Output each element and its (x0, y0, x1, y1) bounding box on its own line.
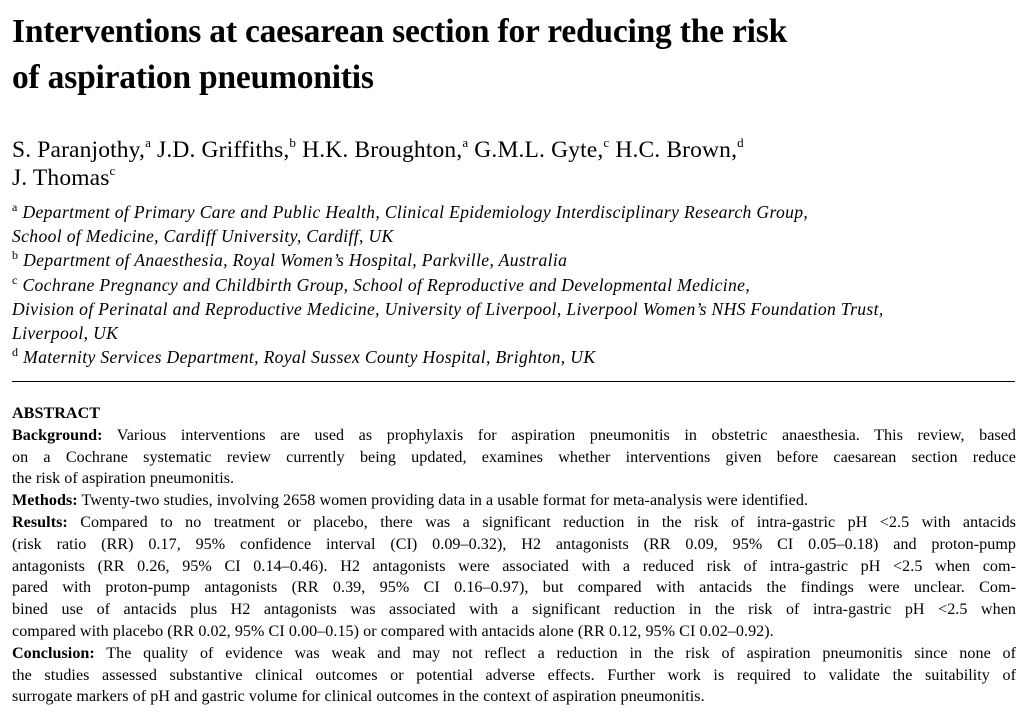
affiliation-a-cont: School of Medicine, Cardiff University, … (12, 226, 394, 247)
author: J. Thomasc (12, 163, 116, 191)
author-affiliation-mark: a (145, 135, 152, 150)
author-line-1: S. Paranjothy,a J.D. Griffiths,b H.K. Br… (12, 136, 1016, 164)
abstract-conclusion-line: Conclusion: The quality of evidence was … (12, 644, 1016, 662)
author: H.C. Brown,d (615, 135, 744, 163)
affiliation-c: c Cochrane Pregnancy and Childbirth Grou… (12, 272, 751, 295)
abstract-results-line: compared with placebo (RR 0.02, 95% CI 0… (12, 622, 774, 640)
abstract-results-line: Results: Compared to no treatment or pla… (12, 513, 1016, 531)
abstract-conclusion-line: the studies assessed substantive clinica… (12, 666, 1016, 684)
author-affiliation-mark: b (289, 135, 297, 150)
results-label: Results: (12, 513, 68, 531)
abstract: ABSTRACT Background: Various interventio… (12, 403, 1016, 708)
author: S. Paranjothy,a (12, 135, 152, 163)
title-line-1: Interventions at caesarean section for r… (12, 13, 788, 50)
abstract-conclusion-line: surrogate markers of pH and gastric volu… (12, 688, 705, 706)
affiliation-d: d Maternity Services Department, Royal S… (12, 345, 596, 368)
affiliation-a: a Department of Primary Care and Public … (12, 200, 809, 222)
abstract-heading: ABSTRACT (12, 405, 101, 422)
section-divider (12, 381, 1015, 382)
author: H.K. Broughton,a (302, 135, 469, 163)
abstract-methods-line: Methods: Twenty-two studies, involving 2… (12, 492, 809, 510)
author-affiliation-mark: d (737, 135, 744, 150)
author: J.D. Griffiths,b (157, 135, 297, 163)
affiliation-list: a Department of Primary Care and Public … (12, 200, 1016, 369)
author-affiliation-mark: c (109, 163, 116, 178)
conclusion-label: Conclusion: (12, 644, 95, 662)
abstract-background-line: the risk of aspiration pneumonitis. (12, 470, 235, 488)
affiliation-c-cont: Division of Perinatal and Reproductive M… (12, 298, 884, 319)
affiliation-c-cont: Liverpool, UK (12, 323, 119, 344)
abstract-results-line: bined use of antacids plus H2 antagonist… (12, 601, 1016, 619)
abstract-results-line: (risk ratio (RR) 0.17, 95% confidence in… (12, 535, 1016, 553)
abstract-background-line: on a Cochrane systematic review currentl… (12, 448, 1016, 466)
author-affiliation-mark: c (603, 135, 610, 150)
abstract-background-line: Background: Various interventions are us… (12, 426, 1016, 444)
affiliation-b: b Department of Anaesthesia, Royal Women… (12, 248, 568, 271)
article-title: Interventions at caesarean section for r… (12, 9, 1016, 101)
methods-label: Methods: (12, 492, 78, 510)
author-list: S. Paranjothy,a J.D. Griffiths,b H.K. Br… (12, 136, 1016, 192)
author-affiliation-mark: a (462, 135, 469, 150)
background-label: Background: (12, 426, 103, 444)
abstract-results-line: antagonists (RR 0.26, 95% CI 0.14–0.46).… (12, 557, 1016, 575)
title-line-2: of aspiration pneumonitis (12, 59, 374, 96)
author-line-2: J. Thomasc (12, 164, 1016, 192)
abstract-results-line: pared with proton-pump antagonists (RR 0… (12, 579, 1016, 597)
author: G.M.L. Gyte,c (474, 135, 610, 163)
